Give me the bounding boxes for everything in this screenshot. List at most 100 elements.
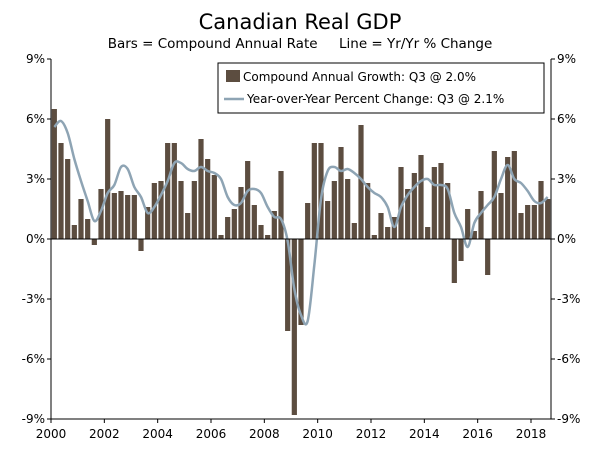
y-axis-right: 9% 6% 3% 0% -3% -6% -9% [551, 52, 580, 426]
x-tick-label: 2016 [462, 427, 493, 441]
bar [138, 239, 144, 251]
bar [191, 181, 197, 239]
chart-title: Canadian Real GDP [199, 10, 402, 34]
bar [498, 193, 504, 239]
bar [105, 119, 111, 239]
bar [338, 147, 344, 239]
bar [345, 179, 351, 239]
y-tick-label: -6% [557, 352, 580, 366]
bar [158, 181, 164, 239]
bar [365, 183, 371, 239]
bar [218, 235, 224, 239]
bar [118, 191, 124, 239]
bar [225, 217, 231, 239]
bar [211, 175, 217, 239]
bar [298, 239, 304, 325]
x-axis: 2000 2002 2004 2006 2008 2010 2012 2014 2016 2018 [36, 419, 547, 441]
bar [318, 143, 324, 239]
bar [125, 195, 131, 239]
y-tick-label: -3% [557, 292, 580, 306]
bar [458, 239, 464, 261]
bar [385, 227, 391, 239]
bar [545, 199, 551, 239]
bar [518, 213, 524, 239]
bar-series [51, 109, 551, 415]
y-tick-label: 6% [557, 112, 576, 126]
x-tick-label: 2018 [516, 427, 547, 441]
y-tick-label: 6% [26, 112, 45, 126]
bar [65, 159, 71, 239]
bar [58, 143, 64, 239]
bar [358, 125, 364, 239]
bar [85, 219, 91, 239]
x-tick-label: 2012 [356, 427, 387, 441]
bar [311, 143, 317, 239]
x-tick-label: 2002 [89, 427, 120, 441]
y-axis-left: 9% 6% 3% 0% -3% -6% -9% [22, 52, 51, 426]
bar [271, 211, 277, 239]
bar [531, 205, 537, 239]
y-tick-label: 9% [26, 52, 45, 66]
y-tick-label: 3% [26, 172, 45, 186]
bar [185, 213, 191, 239]
legend: Compound Annual Growth: Q3 @ 2.0% Year-o… [217, 62, 545, 114]
bar [291, 239, 297, 415]
bar [111, 193, 117, 239]
bar [285, 239, 291, 331]
line-series [53, 119, 549, 326]
bar [411, 173, 417, 239]
bar [425, 227, 431, 239]
bar [418, 155, 424, 239]
x-tick-label: 2008 [249, 427, 280, 441]
bar [178, 181, 184, 239]
bar [305, 203, 311, 239]
x-tick-label: 2006 [196, 427, 227, 441]
x-tick-label: 2014 [409, 427, 440, 441]
bar [325, 201, 331, 239]
y-tick-label: 3% [557, 172, 576, 186]
bar [438, 163, 444, 239]
legend-box [217, 62, 545, 114]
bar [171, 143, 177, 239]
legend-line-label: Year-over-Year Percent Change: Q3 @ 2.1% [246, 92, 504, 106]
x-tick-label: 2000 [36, 427, 67, 441]
bar [258, 225, 264, 239]
bar [238, 187, 244, 239]
bar [131, 195, 137, 239]
y-tick-label: -9% [557, 412, 580, 426]
legend-bar-label: Compound Annual Growth: Q3 @ 2.0% [243, 70, 476, 84]
bar [331, 181, 337, 239]
y-tick-label: -6% [22, 352, 45, 366]
bar [231, 209, 237, 239]
bar [445, 183, 451, 239]
bar [91, 239, 97, 245]
bar [511, 151, 517, 239]
y-tick-label: 0% [557, 232, 576, 246]
bar [198, 139, 204, 239]
bar [525, 205, 531, 239]
bar [431, 167, 437, 239]
bar [471, 231, 477, 239]
bar [378, 213, 384, 239]
bar [165, 143, 171, 239]
bar [405, 189, 411, 239]
bar [51, 109, 57, 239]
bar [71, 225, 77, 239]
bar [265, 235, 271, 239]
bar [78, 199, 84, 239]
y-tick-label: -3% [22, 292, 45, 306]
yoy-line [53, 119, 549, 326]
legend-bar-swatch [226, 70, 240, 82]
y-tick-label: 9% [557, 52, 576, 66]
bar [485, 239, 491, 275]
bar [538, 181, 544, 239]
bar [351, 223, 357, 239]
bar [145, 207, 151, 239]
x-tick-label: 2004 [142, 427, 173, 441]
bar [151, 183, 157, 239]
bar [371, 235, 377, 239]
y-tick-label: 0% [26, 232, 45, 246]
bar [245, 161, 251, 239]
bar [465, 209, 471, 239]
